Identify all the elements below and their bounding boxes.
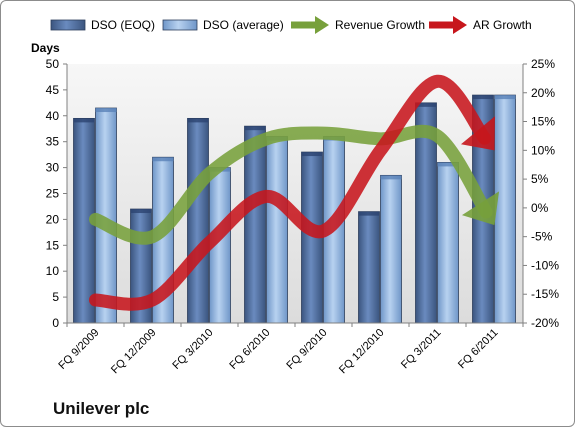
x-tick-label: FQ 6/2010 bbox=[227, 327, 272, 372]
y2-tick-label: -10% bbox=[531, 258, 559, 272]
bar-cap bbox=[494, 95, 516, 100]
series-arrowhead bbox=[460, 116, 495, 151]
y2-tick-label: 15% bbox=[531, 115, 555, 129]
bar-cap bbox=[358, 211, 380, 216]
x-tick-label: FQ 9/2010 bbox=[284, 327, 329, 372]
legend-arrowhead bbox=[453, 16, 467, 34]
y2-tick-label: -15% bbox=[531, 287, 559, 301]
bar-cap bbox=[437, 162, 459, 167]
x-tick-label: FQ 9/2009 bbox=[56, 327, 101, 372]
bar bbox=[266, 136, 288, 324]
bar-cap bbox=[380, 175, 402, 180]
legend-arrowhead bbox=[315, 16, 329, 34]
y2-tick-label: 5% bbox=[531, 172, 549, 186]
y-tick-label: 35 bbox=[46, 135, 60, 149]
bar-cap bbox=[187, 118, 209, 123]
bar-cap bbox=[415, 102, 437, 107]
y-tick-label: 15 bbox=[46, 238, 60, 252]
y-axis-label: Days bbox=[31, 41, 60, 55]
bar bbox=[358, 211, 380, 324]
series-arrowhead bbox=[461, 191, 500, 226]
y-tick-label: 20 bbox=[46, 212, 60, 226]
x-tick-label: FQ 3/2011 bbox=[399, 327, 444, 372]
y2-tick-label: 0% bbox=[531, 201, 549, 215]
x-tick-label: FQ 6/2011 bbox=[456, 327, 501, 372]
bar-cap bbox=[95, 108, 117, 113]
x-tick-label: FQ 12/2010 bbox=[337, 327, 387, 377]
legend-swatch bbox=[50, 19, 86, 31]
bar-cap bbox=[152, 157, 174, 162]
y-tick-label: 50 bbox=[46, 57, 60, 71]
y2-tick-label: -5% bbox=[531, 230, 553, 244]
y2-tick-label: 25% bbox=[531, 57, 555, 71]
y-tick-label: 40 bbox=[46, 109, 60, 123]
series-line bbox=[89, 124, 493, 245]
bar bbox=[244, 125, 266, 324]
bar-cap bbox=[472, 95, 494, 100]
bar bbox=[380, 174, 402, 324]
company-name: Unilever plc bbox=[53, 399, 150, 418]
bar bbox=[494, 94, 516, 324]
legend-label: Revenue Growth bbox=[335, 18, 425, 32]
bar-cap bbox=[301, 152, 323, 157]
legend-label: AR Growth bbox=[473, 18, 532, 32]
bar-cap bbox=[130, 209, 152, 214]
y-tick-label: 45 bbox=[46, 83, 60, 97]
y2-tick-label: -20% bbox=[531, 316, 559, 330]
bar-cap bbox=[73, 118, 95, 123]
y-tick-label: 25 bbox=[46, 187, 60, 201]
y2-tick-label: 20% bbox=[531, 86, 555, 100]
legend-label: DSO (average) bbox=[203, 18, 284, 32]
legend-label: DSO (EOQ) bbox=[91, 18, 155, 32]
x-tick-label: FQ 3/2010 bbox=[170, 327, 215, 372]
y2-tick-label: 10% bbox=[531, 143, 555, 157]
series-line bbox=[89, 74, 492, 311]
y-tick-label: 5 bbox=[52, 290, 59, 304]
y-tick-label: 30 bbox=[46, 161, 60, 175]
legend-swatch bbox=[162, 19, 198, 31]
x-tick-label: FQ 12/2009 bbox=[109, 327, 159, 377]
y-tick-label: 10 bbox=[46, 264, 60, 278]
bar bbox=[437, 162, 459, 324]
y-tick-label: 0 bbox=[52, 316, 59, 330]
bar-cap bbox=[244, 126, 266, 131]
bar bbox=[187, 117, 209, 324]
